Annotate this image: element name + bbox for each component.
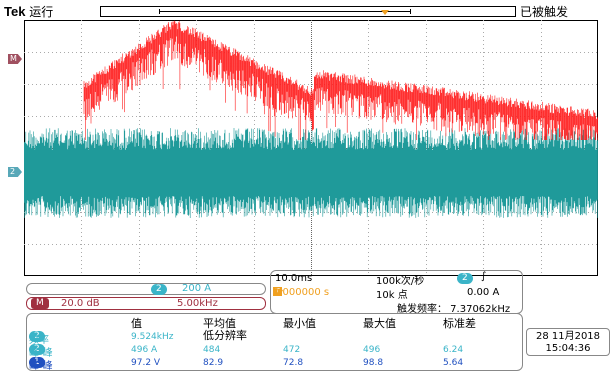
- ch2-reference-marker[interactable]: 2: [8, 167, 22, 177]
- meas-cell: 472: [283, 345, 301, 355]
- ch2-badge: 2: [151, 284, 167, 295]
- math-badge: M: [31, 298, 49, 309]
- meas-cell: 6.24: [443, 345, 464, 355]
- meas-label: 峰-峰: [29, 348, 53, 359]
- math-scale-readout[interactable]: M 20.0 dB 5.00kHz: [26, 297, 266, 310]
- waveform-display: [24, 20, 598, 276]
- meas-label: 峰-峰: [29, 361, 53, 372]
- ch2-badge: 2: [29, 344, 45, 355]
- record-length: 10k 点: [376, 290, 408, 301]
- ch2-scale-readout[interactable]: 2 200 A: [26, 283, 266, 295]
- meas-cell: 484: [203, 345, 221, 355]
- meas-cell: 97.2 V: [131, 358, 161, 368]
- meas-cell: 98.8: [363, 358, 384, 368]
- trigger-t-icon: T: [273, 287, 282, 296]
- meas-cell: 5.64: [443, 358, 464, 368]
- header-mean: 平均值: [203, 317, 236, 330]
- sample-rate: 100k次/秒: [376, 276, 425, 287]
- header-max: 最大值: [363, 317, 396, 330]
- math-scale: 20.0 dB: [61, 298, 100, 309]
- trigger-state: 已被触发: [520, 5, 569, 19]
- record-view-window[interactable]: [159, 9, 411, 14]
- meas-cell: 82.9: [203, 358, 224, 368]
- header-min: 最小值: [283, 317, 316, 330]
- time: 15:04:36: [545, 343, 591, 354]
- trigger-source-badge: 2: [457, 273, 473, 284]
- math-span: 5.00kHz: [177, 298, 218, 309]
- meas-label: 频率: [29, 335, 49, 346]
- header-low-res: 低分辨率: [203, 329, 247, 342]
- header-value: 值: [131, 317, 142, 330]
- math-fft-waveform: [83, 20, 598, 140]
- ch1-badge: 1: [29, 357, 45, 368]
- math-reference-marker[interactable]: M: [8, 54, 22, 64]
- meas-cell: 496 A: [131, 345, 158, 355]
- meas-cell: 72.8: [283, 358, 304, 368]
- trigger-frequency: 触发频率： 7.37062kHz: [397, 304, 511, 315]
- datetime-readout: 28 11月2018 15:04:36: [526, 328, 610, 356]
- trigger-position-icon: [381, 10, 389, 15]
- trigger-arrow-icon: ▸▾: [273, 287, 284, 298]
- waveform-traces: [24, 20, 598, 218]
- meas-cell: 9.524kHz: [131, 332, 174, 342]
- header-stddev: 标准差: [443, 317, 476, 330]
- ch2-waveform: [24, 128, 598, 218]
- trigger-slope-icon: ∫: [481, 271, 487, 282]
- trigger-level: 0.00 A: [467, 287, 500, 298]
- horizontal-trigger-readout[interactable]: 10.0ms 100k次/秒 2 ∫ T ▸▾ 0.000000 s 10k 点 0…: [270, 270, 523, 315]
- trigger-position-value: 0.000000 s: [273, 287, 330, 298]
- record-view-bar[interactable]: [100, 6, 516, 17]
- date: 28 11月2018: [535, 331, 601, 342]
- measurement-table[interactable]: 值 平均值 低分辨率 最小值 最大值 标准差 2 频率 9.524kHz 2 峰-峰…: [26, 313, 523, 372]
- brand-label: Tek 运行: [4, 3, 53, 20]
- waveform-graticule[interactable]: [24, 20, 598, 276]
- meas-cell: 496: [363, 345, 381, 355]
- ch2-badge: 2: [29, 331, 45, 342]
- timebase: 10.0ms: [275, 273, 313, 284]
- brand-name: Tek: [4, 4, 26, 19]
- ch2-scale: 200 A: [182, 283, 212, 294]
- run-state: 运行: [29, 5, 54, 19]
